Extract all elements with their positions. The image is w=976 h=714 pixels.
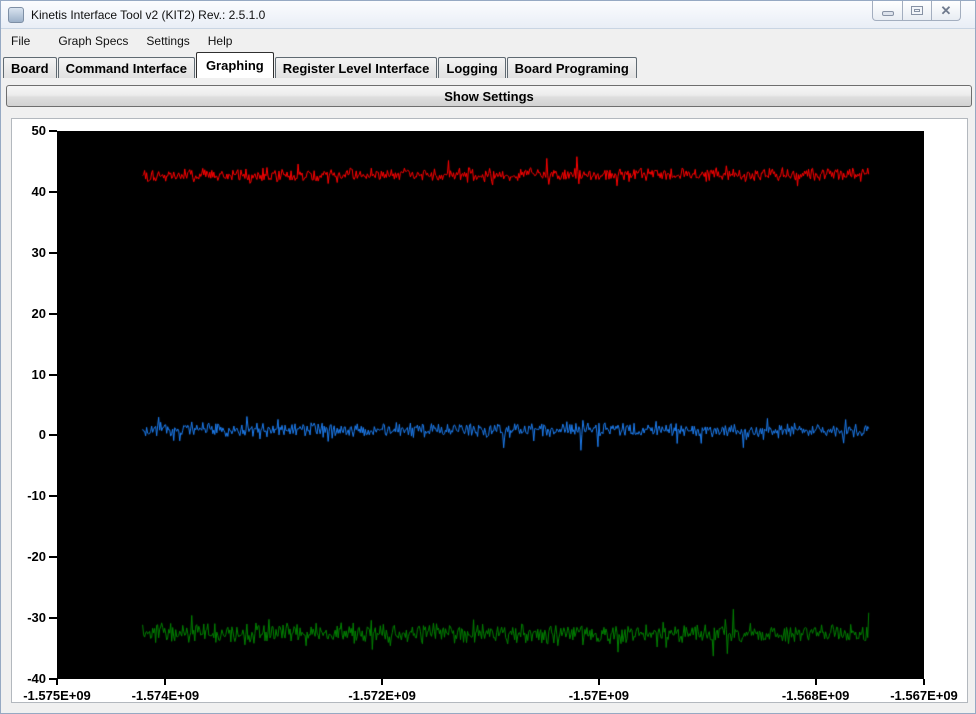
x-tick-label: -1.575E+09 [23, 688, 91, 703]
y-tick-label: 30 [31, 244, 46, 260]
axis-layer: 50 40 30 20 10 0 -10 -20 -30 -40 -1.575E+09 -1.574E… [12, 119, 967, 704]
y-tick-mark [49, 312, 57, 315]
tab-board-programing[interactable]: Board Programing [506, 57, 637, 78]
plot-canvas[interactable] [57, 131, 924, 679]
y-tick-mark [49, 434, 57, 437]
tab-board[interactable]: Board [3, 57, 57, 78]
y-tick-label: 10 [31, 366, 46, 382]
window-title: Kinetis Interface Tool v2 (KIT2) Rev.: 2… [31, 8, 266, 22]
x-tick-mark [923, 679, 925, 685]
y-tick-mark [49, 617, 57, 620]
maximize-button[interactable] [902, 1, 931, 20]
y-tick-label: -20 [27, 549, 46, 565]
y-tick-mark [49, 190, 57, 193]
x-tick-label: -1.574E+09 [131, 688, 200, 703]
minimize-button[interactable] [873, 1, 902, 20]
maximize-icon [911, 6, 923, 15]
title-bar: Kinetis Interface Tool v2 (KIT2) Rev.: 2… [1, 1, 975, 29]
y-tick-label: -10 [27, 488, 46, 504]
y-tick-label: 20 [31, 305, 46, 321]
y-tick-mark [49, 130, 57, 132]
menu-item-file[interactable]: File [11, 34, 31, 48]
x-tick-mark [56, 679, 58, 685]
y-tick-label: 0 [38, 427, 46, 443]
y-tick-mark [49, 678, 57, 680]
tab-register-level-interface[interactable]: Register Level Interface [274, 57, 438, 78]
y-tick-mark [49, 556, 57, 559]
tab-strip: Board Command Interface Graphing Registe… [1, 52, 975, 78]
menu-item-settings[interactable]: Settings [146, 34, 190, 48]
x-tick-label: -1.57E+09 [568, 688, 630, 703]
minimize-icon [881, 10, 894, 16]
x-tick-mark [814, 679, 817, 685]
x-tick-mark [164, 679, 167, 685]
y-tick-mark [49, 251, 57, 254]
app-icon [8, 7, 24, 23]
x-tick-label: -1.572E+09 [348, 688, 416, 703]
show-settings-button[interactable]: Show Settings [6, 85, 972, 107]
y-tick-mark [49, 373, 57, 376]
close-button[interactable]: ✕ [931, 1, 960, 20]
x-tick-label: -1.568E+09 [781, 688, 850, 703]
tab-command-interface[interactable]: Command Interface [57, 57, 195, 78]
menu-bar: File Graph Specs Settings Help [1, 29, 975, 53]
y-tick-label: 40 [31, 183, 46, 199]
menu-item-help[interactable]: Help [207, 34, 233, 48]
chart-panel: 50 40 30 20 10 0 -10 -20 -30 -40 -1.575E+09 -1.574E… [11, 118, 968, 703]
window-controls: ✕ [872, 1, 961, 21]
y-tick-mark [49, 495, 57, 498]
y-tick-label: -40 [27, 671, 46, 686]
tab-logging[interactable]: Logging [438, 57, 506, 78]
x-tick-mark [597, 679, 600, 685]
x-tick-mark [381, 679, 384, 685]
x-tick-label: -1.567E+09 [890, 688, 958, 703]
menu-item-graph-specs[interactable]: Graph Specs [58, 34, 129, 48]
y-tick-label: -30 [27, 610, 46, 626]
y-tick-label: 50 [31, 123, 46, 138]
tab-graphing[interactable]: Graphing [195, 52, 274, 78]
close-icon: ✕ [940, 3, 952, 18]
